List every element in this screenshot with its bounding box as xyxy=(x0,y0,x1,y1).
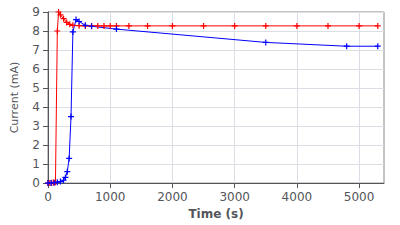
svg-text:4: 4 xyxy=(32,100,40,114)
svg-text:0: 0 xyxy=(32,176,40,190)
svg-text:2: 2 xyxy=(32,138,40,152)
svg-text:1: 1 xyxy=(32,157,40,171)
svg-text:6: 6 xyxy=(32,62,40,76)
svg-text:2000: 2000 xyxy=(157,190,188,204)
svg-text:Current (mA): Current (mA) xyxy=(8,62,21,134)
svg-text:4000: 4000 xyxy=(282,190,313,204)
svg-text:0: 0 xyxy=(44,190,52,204)
svg-text:7: 7 xyxy=(32,43,40,57)
svg-text:3000: 3000 xyxy=(219,190,250,204)
svg-text:5000: 5000 xyxy=(344,190,375,204)
svg-text:Time (s): Time (s) xyxy=(188,207,243,221)
svg-text:1000: 1000 xyxy=(95,190,126,204)
svg-text:8: 8 xyxy=(32,24,40,38)
svg-text:3: 3 xyxy=(32,119,40,133)
svg-text:5: 5 xyxy=(32,81,40,95)
svg-text:9: 9 xyxy=(32,5,40,19)
